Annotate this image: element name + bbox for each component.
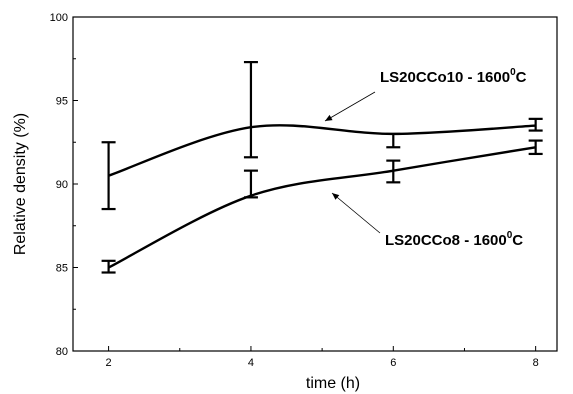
annotation-1: LS20CCo10 - 16000C — [324, 67, 527, 122]
annotations: LS20CCo10 - 16000C LS20CCo8 - 16000C — [324, 67, 527, 249]
y-tick-label: 90 — [56, 179, 68, 191]
annotation-label: LS20CCo8 - 16000C — [385, 230, 523, 249]
x-tick-label: 2 — [106, 357, 112, 369]
series-lines — [108, 124, 536, 269]
x-axis-title: time (h) — [306, 375, 360, 392]
y-tick-label: 85 — [56, 263, 68, 275]
annotation-arrowhead — [325, 114, 333, 121]
x-tick-label: 6 — [390, 357, 396, 369]
annotation-2: LS20CCo8 - 16000C — [331, 192, 523, 249]
series-line-2 — [108, 146, 536, 269]
annotation-label: LS20CCo10 - 16000C — [380, 67, 527, 86]
y-tick-label: 100 — [50, 12, 68, 24]
error-bar — [386, 132, 401, 149]
plot-area — [72, 16, 558, 352]
annotation-arrowhead — [332, 193, 340, 200]
plot-frame — [72, 16, 558, 352]
x-tick-label: 8 — [533, 357, 539, 369]
y-axis-title: Relative density (%) — [12, 113, 29, 255]
annotation-arrow — [324, 91, 376, 122]
x-tick-label: 4 — [248, 357, 254, 369]
annotation-arrow — [331, 192, 381, 234]
error-bar — [243, 60, 258, 159]
x-axis: 2 4 6 8 — [106, 346, 539, 369]
error-bar — [528, 117, 543, 132]
y-axis: 80 85 90 95 100 — [50, 12, 78, 358]
y-tick-label: 95 — [56, 96, 68, 108]
y-tick-label: 80 — [56, 346, 68, 358]
series-line-1 — [108, 124, 536, 177]
